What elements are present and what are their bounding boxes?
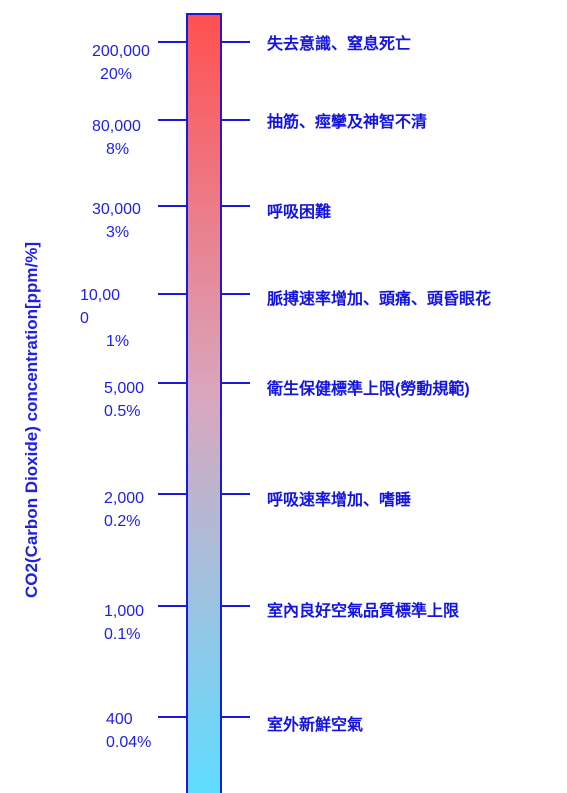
ppm-value: 80,000 xyxy=(92,118,141,135)
concentration-scale-bar xyxy=(186,13,222,793)
tick-right-5000 xyxy=(222,382,250,384)
tick-left-30000 xyxy=(158,205,186,207)
effect-label: 脈搏速率增加、頭痛、頭昏眼花 xyxy=(267,291,492,308)
level-label-2000: 2,000 0.2% xyxy=(104,487,144,533)
tick-left-10000 xyxy=(158,293,186,295)
ppm-value: 10,00 xyxy=(80,287,121,304)
effect-label: 呼吸速率增加、嗜睡 xyxy=(267,492,412,509)
level-label-10000: 10,00 0 1% xyxy=(80,284,129,353)
ppm-value: 1,000 xyxy=(104,603,145,620)
tick-right-80000 xyxy=(222,119,250,121)
tick-left-80000 xyxy=(158,119,186,121)
percent-value: 0.5% xyxy=(104,403,141,420)
ppm-value: 200,000 xyxy=(92,43,150,60)
tick-left-5000 xyxy=(158,382,186,384)
ppm-value-wrap: 0 xyxy=(80,310,89,327)
ppm-value: 30,000 xyxy=(92,201,141,218)
tick-right-200000 xyxy=(222,41,250,43)
level-label-30000: 30,000 3% xyxy=(92,198,141,244)
percent-value: 1% xyxy=(106,333,130,350)
percent-value: 0.2% xyxy=(104,513,141,530)
effect-label: 呼吸困難 xyxy=(267,204,332,221)
effect-label: 室外新鮮空氣 xyxy=(267,717,364,734)
ppm-value: 400 xyxy=(106,711,133,728)
percent-value: 3% xyxy=(106,224,130,241)
ppm-value: 2,000 xyxy=(104,490,145,507)
ppm-value: 5,000 xyxy=(104,380,145,397)
axis-title: CO2(Carbon Dioxide) concentration[ppm/%] xyxy=(22,241,41,599)
percent-value: 20% xyxy=(100,66,133,83)
level-label-5000: 5,000 0.5% xyxy=(104,377,144,423)
percent-value: 0.1% xyxy=(104,626,141,643)
tick-left-2000 xyxy=(158,493,186,495)
tick-right-1000 xyxy=(222,605,250,607)
percent-value: 8% xyxy=(106,141,130,158)
level-label-200000: 200,000 20% xyxy=(92,40,150,86)
tick-right-30000 xyxy=(222,205,250,207)
tick-left-1000 xyxy=(158,605,186,607)
percent-value: 0.04% xyxy=(106,734,152,751)
level-label-1000: 1,000 0.1% xyxy=(104,600,144,646)
tick-right-10000 xyxy=(222,293,250,295)
tick-left-200000 xyxy=(158,41,186,43)
level-label-80000: 80,000 8% xyxy=(92,115,141,161)
level-label-400: 400 0.04% xyxy=(106,708,151,754)
effect-label: 失去意識、窒息死亡 xyxy=(267,36,412,53)
effect-label: 衛生保健標準上限(勞動規範) xyxy=(267,381,470,398)
tick-right-2000 xyxy=(222,493,250,495)
tick-right-400 xyxy=(222,716,250,718)
effect-label: 室內良好空氣品質標準上限 xyxy=(267,603,460,620)
tick-left-400 xyxy=(158,716,186,718)
effect-label: 抽筋、痙攣及神智不清 xyxy=(267,114,428,131)
